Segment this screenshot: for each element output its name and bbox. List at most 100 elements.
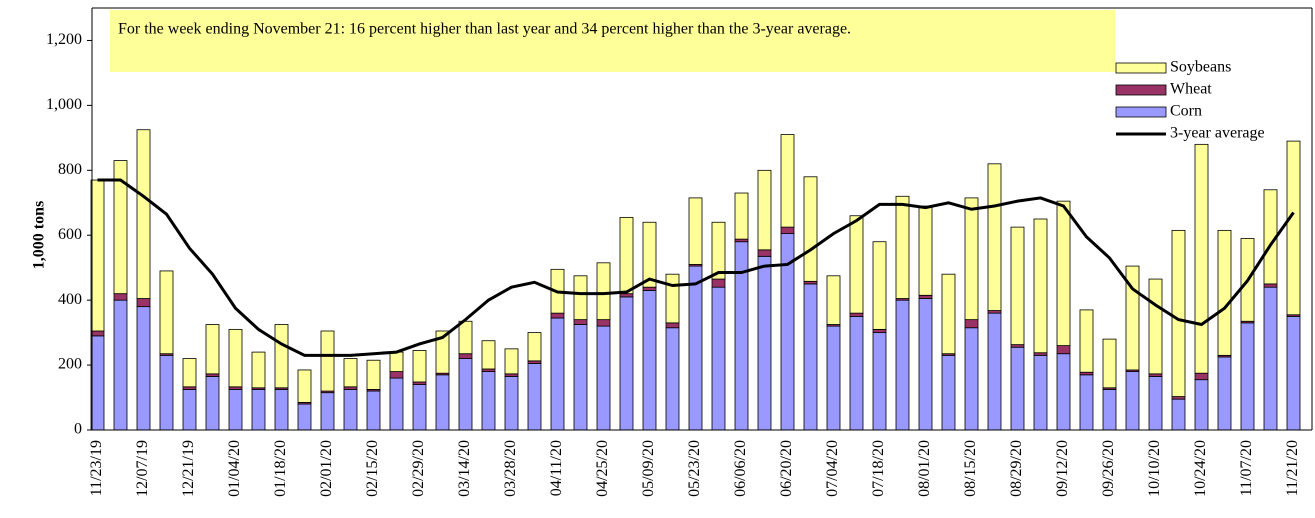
bar [412, 350, 427, 383]
x-tick-label: 10/24/20 [1192, 440, 1209, 497]
x-tick-label: 04/11/20 [548, 440, 565, 496]
bar [849, 215, 864, 314]
x-tick-label: 01/18/20 [272, 440, 289, 497]
bar [435, 374, 450, 431]
y-tick-label: 0 [74, 421, 82, 438]
bar [1102, 389, 1117, 431]
bar [596, 319, 611, 327]
bar [343, 358, 358, 388]
x-tick-label: 09/26/20 [1100, 440, 1117, 497]
bar [665, 327, 680, 431]
bar [1286, 140, 1301, 316]
bar [619, 296, 634, 431]
bar [596, 262, 611, 321]
bar [987, 163, 1002, 311]
bar [941, 354, 956, 431]
bar [527, 332, 542, 362]
bar [343, 389, 358, 431]
bar [872, 241, 887, 330]
bar [320, 330, 335, 392]
bar [987, 312, 1002, 431]
bar [1171, 229, 1186, 397]
bar [228, 389, 243, 431]
bar [711, 278, 726, 288]
bar [136, 306, 151, 431]
line-series [97, 178, 1295, 357]
x-tick-label: 10/10/20 [1146, 440, 1163, 497]
y-tick-label: 1,000 [46, 96, 82, 113]
bar [412, 384, 427, 431]
bar [435, 330, 450, 374]
bar [1194, 372, 1209, 381]
x-tick-label: 11/23/19 [88, 440, 105, 496]
bar [780, 134, 795, 228]
bar [918, 205, 933, 296]
bar [366, 390, 381, 431]
bar [872, 328, 887, 334]
annotation-box [110, 10, 1115, 72]
bar [458, 320, 473, 355]
bar [182, 358, 197, 388]
x-tick-label: 05/09/20 [640, 440, 657, 497]
bar [1263, 286, 1278, 431]
bar [596, 325, 611, 431]
x-tick-label: 08/15/20 [962, 440, 979, 497]
bar [1148, 278, 1163, 375]
bar [711, 221, 726, 280]
y-tick-label: 600 [58, 226, 82, 243]
bar [1194, 143, 1209, 374]
y-axis-label: 1,000 tons [31, 201, 48, 269]
bar [941, 273, 956, 355]
x-tick-label: 08/29/20 [1008, 440, 1025, 497]
bar [1079, 374, 1094, 431]
x-tick-label: 07/18/20 [870, 440, 887, 497]
bar [251, 351, 266, 389]
bar [458, 358, 473, 431]
bar [159, 354, 174, 431]
bar [665, 322, 680, 329]
x-tick-label: 03/28/20 [502, 440, 519, 497]
x-tick-label: 07/04/20 [824, 440, 841, 497]
bar [1056, 345, 1071, 355]
bar [918, 298, 933, 431]
bar [826, 275, 841, 325]
bar [964, 319, 979, 329]
bar [642, 221, 657, 288]
bar [642, 286, 657, 291]
bar [90, 335, 105, 431]
bar [182, 389, 197, 431]
x-tick-label: 04/25/20 [594, 440, 611, 497]
bar [274, 389, 289, 431]
x-tick-label: 09/12/20 [1054, 440, 1071, 497]
bar [1240, 322, 1255, 431]
x-tick-label: 12/21/19 [180, 440, 197, 497]
bar [1263, 283, 1278, 288]
x-tick-label: 06/20/20 [778, 440, 795, 497]
legend-label: Soybeans [1170, 59, 1231, 76]
bar [872, 332, 887, 431]
legend-swatch [1115, 62, 1167, 74]
bar [826, 325, 841, 431]
bar [1056, 200, 1071, 346]
bar [734, 192, 749, 240]
bar [964, 327, 979, 431]
legend-swatch [1115, 84, 1167, 96]
x-tick-label: 11/07/20 [1238, 440, 1255, 496]
bar [1286, 315, 1301, 431]
bar [642, 290, 657, 431]
bar [573, 275, 588, 321]
bar [573, 324, 588, 431]
bar [504, 348, 519, 375]
bar [688, 265, 703, 431]
bar [458, 353, 473, 359]
bar [757, 255, 772, 431]
bar [481, 340, 496, 370]
x-tick-label: 08/01/20 [916, 440, 933, 497]
bar [573, 319, 588, 325]
x-tick-label: 03/14/20 [456, 440, 473, 497]
bar [1033, 354, 1048, 431]
bar [136, 129, 151, 299]
x-tick-label: 02/01/20 [318, 440, 335, 497]
